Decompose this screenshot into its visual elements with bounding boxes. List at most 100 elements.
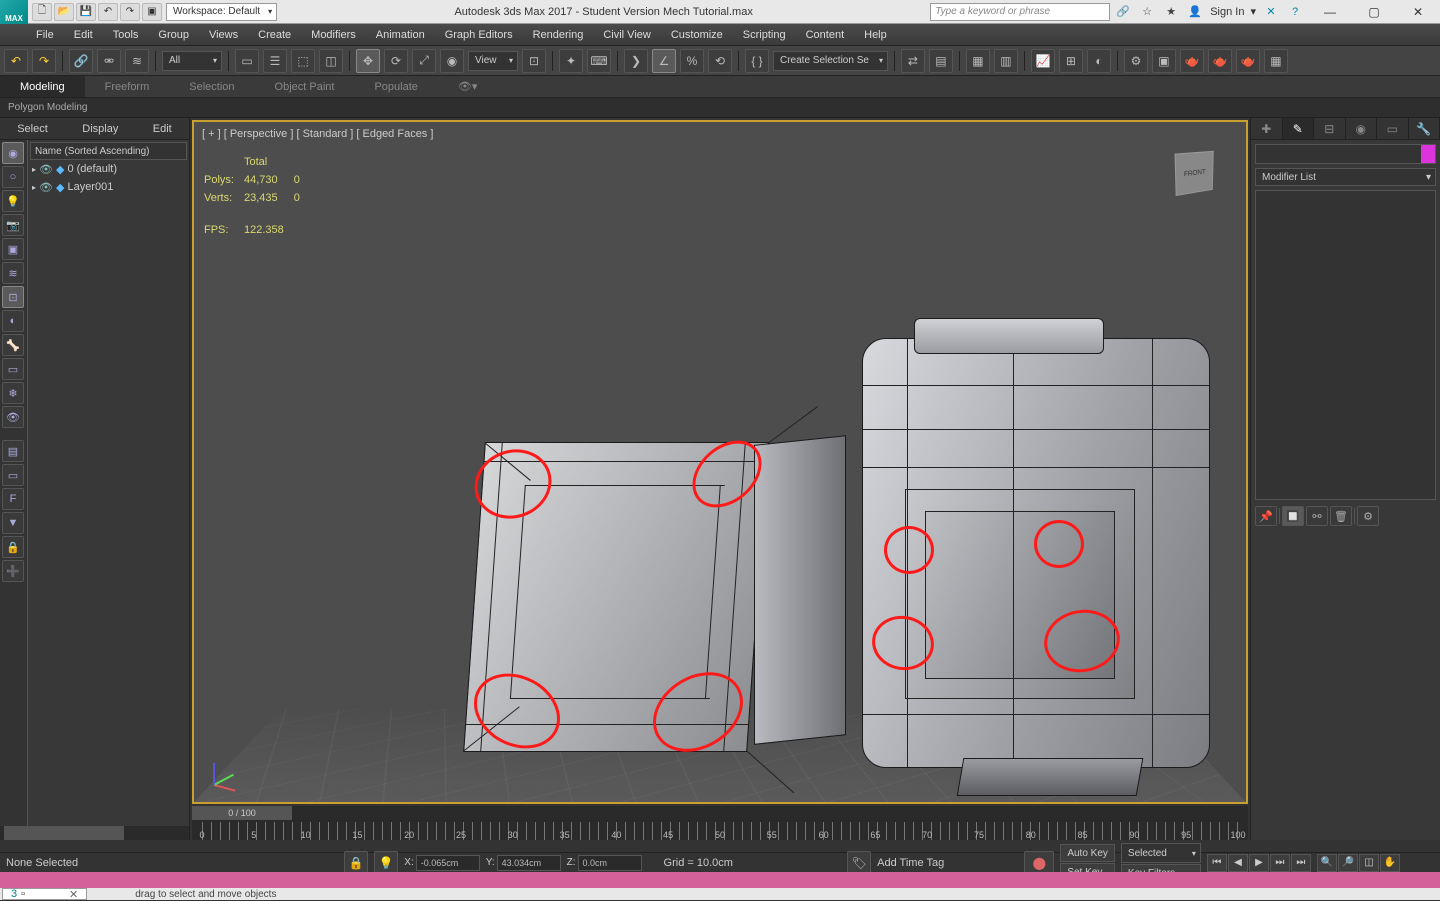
close-icon[interactable]: ✕ — [1396, 0, 1440, 24]
filter-xrefs-icon[interactable]: ◐ — [2, 310, 24, 332]
menu-edit[interactable]: Edit — [64, 24, 103, 45]
filter-hidden-icon[interactable]: 👁 — [2, 406, 24, 428]
render-prod-icon[interactable]: 🫖 — [1236, 49, 1260, 73]
object-name-field[interactable] — [1255, 144, 1436, 164]
spinner-snap-icon[interactable]: ⟲ — [708, 49, 732, 73]
menu-help[interactable]: Help — [854, 24, 897, 45]
bind-icon[interactable]: ≋ — [125, 49, 149, 73]
schematic-icon[interactable]: ⊞ — [1059, 49, 1083, 73]
script-listener[interactable] — [0, 872, 1440, 888]
placement-icon[interactable]: ◉ — [440, 49, 464, 73]
window-crossing-icon[interactable]: ◫ — [319, 49, 343, 73]
mirror-icon[interactable]: ⇄ — [901, 49, 925, 73]
tree-row-default[interactable]: ▸👁◆ 0 (default) — [30, 160, 187, 178]
display-children-icon[interactable]: ▤ — [2, 440, 24, 462]
help-icon[interactable]: ? — [1286, 3, 1304, 21]
coord-z[interactable]: Z:0.0cm — [567, 855, 642, 871]
new-icon[interactable]: 🗋 — [32, 3, 52, 21]
menu-customize[interactable]: Customize — [661, 24, 733, 45]
unlink-icon[interactable]: ⚮ — [97, 49, 121, 73]
zoom-icon[interactable]: 🔍 — [1317, 854, 1337, 872]
time-ruler[interactable]: 0510152025303540455055606570758085909510… — [192, 820, 1248, 840]
selection-lock-icon[interactable]: 🔒 — [344, 851, 368, 875]
filter-geometry-icon[interactable]: ◉ — [2, 142, 24, 164]
menu-rendering[interactable]: Rendering — [523, 24, 594, 45]
time-tag-icon[interactable]: 🏷 — [847, 851, 871, 875]
select-icon[interactable]: ▭ — [235, 49, 259, 73]
perspective-viewport[interactable]: [ + ] [ Perspective ] [ Standard ] [ Edg… — [192, 120, 1248, 804]
ribbon-minimize-icon[interactable]: 👁▾ — [438, 76, 498, 97]
filter-shapes-icon[interactable]: ○ — [2, 166, 24, 188]
pivot-icon[interactable]: ⊡ — [522, 49, 546, 73]
menu-tools[interactable]: Tools — [103, 24, 149, 45]
autokey-button[interactable]: Auto Key — [1060, 844, 1115, 862]
display-lock-icon[interactable]: 🔒 — [2, 536, 24, 558]
ribbon-tab-populate[interactable]: Populate — [354, 76, 437, 97]
ribbon-tab-object-paint[interactable]: Object Paint — [255, 76, 355, 97]
menu-civil-view[interactable]: Civil View — [593, 24, 660, 45]
render-icon[interactable]: 🫖 — [1180, 49, 1204, 73]
toggle-explorer-icon[interactable]: ▥ — [994, 49, 1018, 73]
remove-mod-icon[interactable]: 🗑 — [1330, 506, 1352, 526]
redo-button[interactable]: ↷ — [32, 49, 56, 73]
menu-scripting[interactable]: Scripting — [733, 24, 796, 45]
keyboard-icon[interactable]: ⌨ — [587, 49, 611, 73]
coord-x[interactable]: X:-0.065cm — [404, 855, 479, 871]
display-sync-icon[interactable]: ▼ — [2, 512, 24, 534]
manip-icon[interactable]: ✦ — [559, 49, 583, 73]
taskbar-app-tab[interactable]: 3▫✕ — [2, 888, 87, 900]
display-influences-icon[interactable]: ▭ — [2, 464, 24, 486]
material-editor-icon[interactable]: ◐ — [1087, 49, 1111, 73]
viewport-label[interactable]: [ + ] [ Perspective ] [ Standard ] [ Edg… — [202, 128, 433, 140]
scene-tree-header[interactable]: Name (Sorted Ascending) — [30, 142, 187, 160]
coord-y[interactable]: Y:43.034cm — [486, 855, 561, 871]
angle-snap-icon[interactable]: ∠ — [652, 49, 676, 73]
favorite-icon[interactable]: ★ — [1162, 3, 1180, 21]
menu-group[interactable]: Group — [148, 24, 199, 45]
display-add-icon[interactable]: ➕ — [2, 560, 24, 582]
maximize-icon[interactable]: ▢ — [1352, 0, 1396, 24]
motion-tab-icon[interactable]: ◉ — [1346, 118, 1378, 139]
filter-helpers-icon[interactable]: ▣ — [2, 238, 24, 260]
snap-icon[interactable]: ❯ — [624, 49, 648, 73]
connect-icon[interactable]: 🔗 — [1114, 3, 1132, 21]
redo-icon[interactable]: ↷ — [120, 3, 140, 21]
modifier-stack[interactable] — [1255, 190, 1436, 500]
pan-icon[interactable]: ✋ — [1380, 854, 1400, 872]
menu-file[interactable]: File — [6, 24, 64, 45]
filter-groups-icon[interactable]: ⊡ — [2, 286, 24, 308]
utilities-tab-icon[interactable]: 🔧 — [1409, 118, 1440, 139]
move-icon[interactable]: ✥ — [356, 49, 380, 73]
render-iter-icon[interactable]: 🫖 — [1208, 49, 1232, 73]
star-icon[interactable]: ☆ — [1138, 3, 1156, 21]
menu-graph-editors[interactable]: Graph Editors — [435, 24, 523, 45]
filter-frozen-icon[interactable]: ❄ — [2, 382, 24, 404]
configure-sets-icon[interactable]: ⚙ — [1357, 506, 1379, 526]
minimize-icon[interactable]: — — [1308, 0, 1352, 24]
select-name-icon[interactable]: ☰ — [263, 49, 287, 73]
scale-icon[interactable]: ⤢ — [412, 49, 436, 73]
modify-tab-icon[interactable]: ✎ — [1283, 118, 1315, 139]
selection-filter[interactable]: All — [162, 51, 222, 71]
menu-views[interactable]: Views — [199, 24, 248, 45]
signin-text[interactable]: Sign In — [1210, 6, 1244, 18]
filter-bones-icon[interactable]: 🦴 — [2, 334, 24, 356]
render-frame-icon[interactable]: ▣ — [1152, 49, 1176, 73]
search-input[interactable]: Type a keyword or phrase — [930, 3, 1110, 21]
selset-icon[interactable]: { } — [745, 49, 769, 73]
prev-frame-icon[interactable]: ◀ — [1228, 854, 1248, 872]
scene-explorer-scrollbar[interactable] — [0, 826, 189, 840]
se-edit[interactable]: Edit — [153, 123, 172, 135]
ribbon-tab-freeform[interactable]: Freeform — [85, 76, 170, 97]
rect-select-icon[interactable]: ⬚ — [291, 49, 315, 73]
undo-button[interactable]: ↶ — [4, 49, 28, 73]
unique-icon[interactable]: ⚯ — [1306, 506, 1328, 526]
key-mode-select[interactable]: Selected — [1121, 843, 1201, 863]
pin-stack-icon[interactable]: 📌 — [1255, 506, 1277, 526]
ribbon-tab-selection[interactable]: Selection — [169, 76, 254, 97]
render-cloud-icon[interactable]: ▦ — [1264, 49, 1288, 73]
zoom-all-icon[interactable]: 🔎 — [1338, 854, 1358, 872]
se-display[interactable]: Display — [82, 123, 118, 135]
filter-cameras-icon[interactable]: 📷 — [2, 214, 24, 236]
project-icon[interactable]: ▣ — [142, 3, 162, 21]
